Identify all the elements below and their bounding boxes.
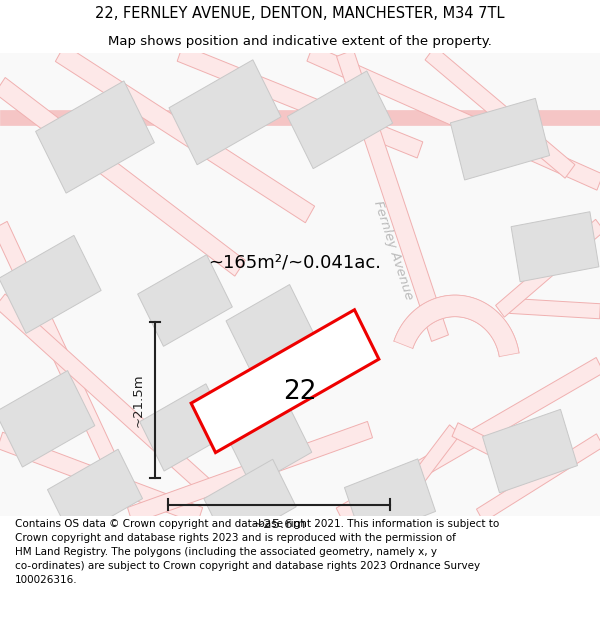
Text: Fernley Avenue: Fernley Avenue xyxy=(371,199,415,301)
Polygon shape xyxy=(47,449,143,539)
Polygon shape xyxy=(0,236,101,333)
Text: Contains OS data © Crown copyright and database right 2021. This information is : Contains OS data © Crown copyright and d… xyxy=(15,519,499,585)
Polygon shape xyxy=(228,405,312,487)
Text: ~165m²/~0.041ac.: ~165m²/~0.041ac. xyxy=(208,254,381,272)
Polygon shape xyxy=(394,295,519,357)
Polygon shape xyxy=(226,284,314,370)
Polygon shape xyxy=(344,459,436,540)
Polygon shape xyxy=(336,357,600,523)
Text: ~21.5m: ~21.5m xyxy=(132,373,145,427)
Polygon shape xyxy=(169,60,281,165)
Polygon shape xyxy=(451,98,550,180)
Polygon shape xyxy=(55,45,314,222)
Polygon shape xyxy=(0,221,117,466)
Polygon shape xyxy=(191,310,379,452)
Polygon shape xyxy=(385,425,460,521)
Polygon shape xyxy=(425,46,575,178)
Polygon shape xyxy=(307,45,600,190)
Text: 22: 22 xyxy=(283,379,317,405)
Polygon shape xyxy=(140,384,230,471)
Polygon shape xyxy=(482,409,577,493)
Polygon shape xyxy=(452,422,543,479)
Polygon shape xyxy=(0,432,203,524)
Polygon shape xyxy=(511,212,599,282)
Polygon shape xyxy=(0,371,95,467)
Polygon shape xyxy=(0,110,600,125)
Polygon shape xyxy=(476,434,600,522)
Polygon shape xyxy=(0,78,245,276)
Polygon shape xyxy=(137,255,232,346)
Polygon shape xyxy=(35,81,154,193)
Polygon shape xyxy=(204,459,296,546)
Polygon shape xyxy=(177,45,423,158)
Text: ~25.6m: ~25.6m xyxy=(252,518,306,531)
Polygon shape xyxy=(0,294,225,506)
Polygon shape xyxy=(337,50,448,341)
Text: Map shows position and indicative extent of the property.: Map shows position and indicative extent… xyxy=(108,35,492,48)
Polygon shape xyxy=(509,298,600,319)
Text: 22, FERNLEY AVENUE, DENTON, MANCHESTER, M34 7TL: 22, FERNLEY AVENUE, DENTON, MANCHESTER, … xyxy=(95,6,505,21)
Polygon shape xyxy=(496,219,600,317)
Polygon shape xyxy=(127,421,373,524)
Polygon shape xyxy=(287,71,392,169)
